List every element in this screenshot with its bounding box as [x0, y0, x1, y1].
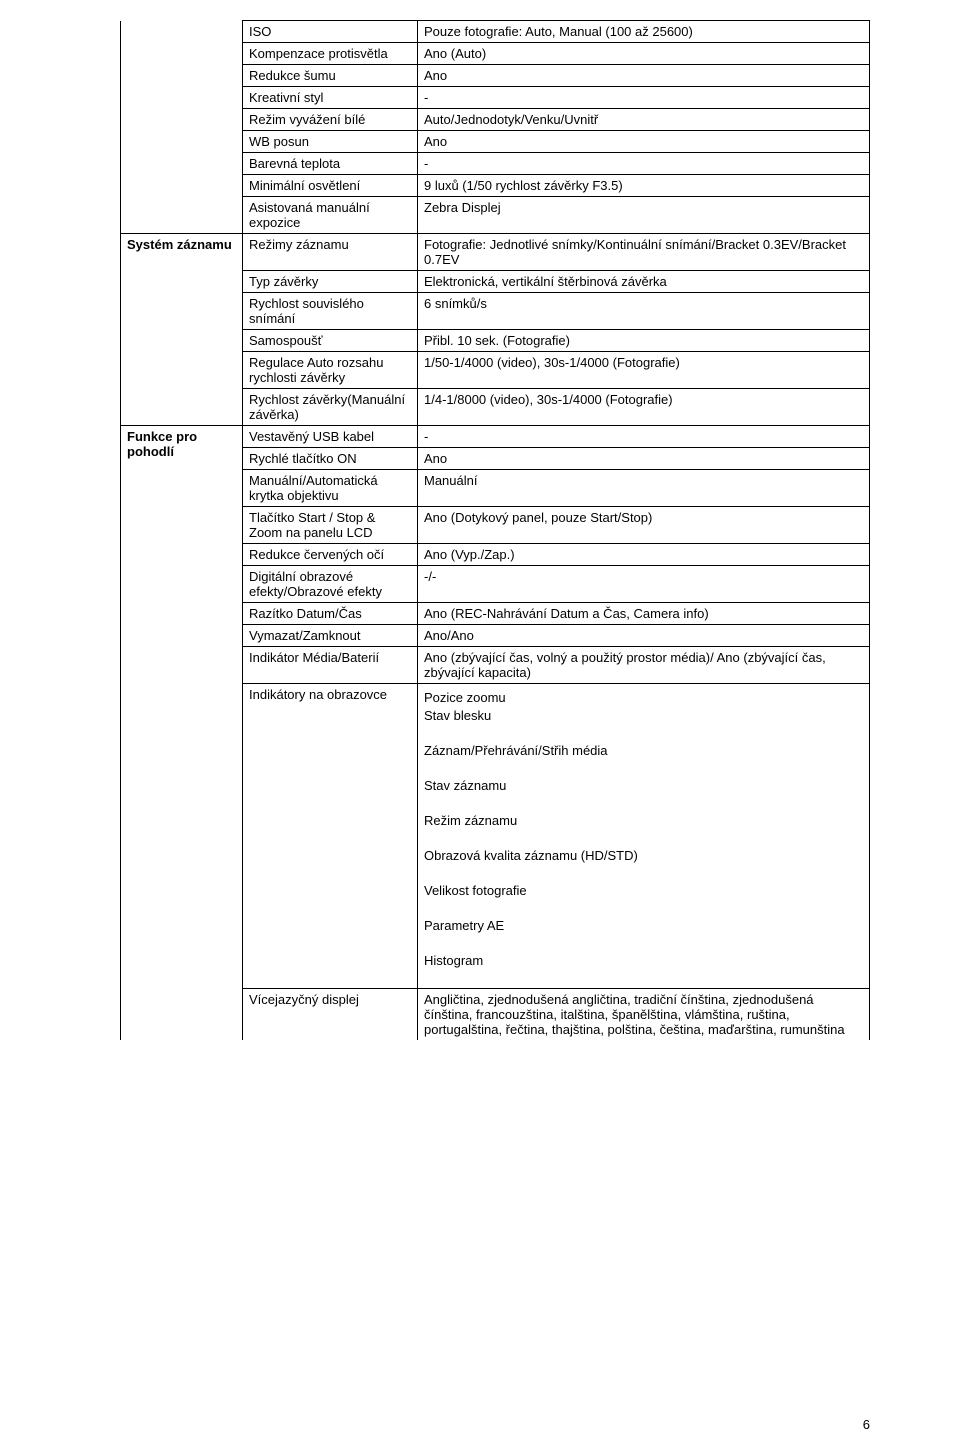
param-cell: Indikátor Média/Baterií	[243, 647, 418, 684]
param-cell: ISO	[243, 21, 418, 43]
value-cell: Ano (zbývající čas, volný a použitý pros…	[418, 647, 870, 684]
section-label-blank	[121, 21, 243, 234]
spacer	[424, 761, 863, 775]
value-cell: Ano	[418, 65, 870, 87]
indicator-value: Záznam/Přehrávání/Střih média	[424, 743, 863, 758]
param-cell: Vestavěný USB kabel	[243, 426, 418, 448]
param-cell: Barevná teplota	[243, 153, 418, 175]
indicator-value: Stav blesku	[424, 708, 863, 723]
page-number: 6	[863, 1417, 870, 1432]
spacer	[424, 971, 863, 985]
value-cell: -	[418, 87, 870, 109]
param-cell: Tlačítko Start / Stop & Zoom na panelu L…	[243, 507, 418, 544]
document-page: ISO Pouze fotografie: Auto, Manual (100 …	[0, 0, 960, 1450]
value-cell: Elektronická, vertikální štěrbinová závě…	[418, 271, 870, 293]
value-cell: 1/4-1/8000 (video), 30s-1/4000 (Fotograf…	[418, 389, 870, 426]
table-row: Systém záznamu Režimy záznamu Fotografie…	[121, 234, 870, 271]
value-cell: -	[418, 426, 870, 448]
indicator-value: Histogram	[424, 953, 863, 968]
indicator-value: Obrazová kvalita záznamu (HD/STD)	[424, 848, 863, 863]
param-cell: Rychlost souvislého snímání	[243, 293, 418, 330]
value-cell: Ano (Dotykový panel, pouze Start/Stop)	[418, 507, 870, 544]
param-cell: Manuální/Automatická krytka objektivu	[243, 470, 418, 507]
table-row: ISO Pouze fotografie: Auto, Manual (100 …	[121, 21, 870, 43]
value-cell: 1/50-1/4000 (video), 30s-1/4000 (Fotogra…	[418, 352, 870, 389]
param-cell: Režim vyvážení bílé	[243, 109, 418, 131]
indicator-value: Parametry AE	[424, 918, 863, 933]
indicator-value: Velikost fotografie	[424, 883, 863, 898]
value-cell: Pouze fotografie: Auto, Manual (100 až 2…	[418, 21, 870, 43]
value-cell: Auto/Jednodotyk/Venku/Uvnitř	[418, 109, 870, 131]
section-label: Funkce pro pohodlí	[121, 426, 243, 1041]
spacer	[424, 901, 863, 915]
value-cell: Ano	[418, 131, 870, 153]
table-row: Funkce pro pohodlí Vestavěný USB kabel -	[121, 426, 870, 448]
param-cell: WB posun	[243, 131, 418, 153]
spec-table: ISO Pouze fotografie: Auto, Manual (100 …	[120, 20, 870, 1040]
param-cell: Redukce červených očí	[243, 544, 418, 566]
value-cell-indicators: Pozice zoomu Stav blesku Záznam/Přehrává…	[418, 684, 870, 989]
value-cell: Angličtina, zjednodušená angličtina, tra…	[418, 989, 870, 1041]
param-cell: Regulace Auto rozsahu rychlosti závěrky	[243, 352, 418, 389]
spacer	[424, 936, 863, 950]
value-cell: 6 snímků/s	[418, 293, 870, 330]
param-cell: Rychlé tlačítko ON	[243, 448, 418, 470]
value-cell: Ano (Vyp./Zap.)	[418, 544, 870, 566]
param-cell: Samospoušť	[243, 330, 418, 352]
indicator-value: Režim záznamu	[424, 813, 863, 828]
indicator-value: Stav záznamu	[424, 778, 863, 793]
value-cell: Fotografie: Jednotlivé snímky/Kontinuáln…	[418, 234, 870, 271]
value-cell: Ano (REC-Nahrávání Datum a Čas, Camera i…	[418, 603, 870, 625]
value-cell: 9 luxů (1/50 rychlost závěrky F3.5)	[418, 175, 870, 197]
spacer	[424, 796, 863, 810]
param-cell: Digitální obrazové efekty/Obrazové efekt…	[243, 566, 418, 603]
param-cell: Razítko Datum/Čas	[243, 603, 418, 625]
indicator-value: Pozice zoomu	[424, 690, 863, 705]
param-cell: Kreativní styl	[243, 87, 418, 109]
value-cell: Ano (Auto)	[418, 43, 870, 65]
param-cell: Vícejazyčný displej	[243, 989, 418, 1041]
value-cell: Ano/Ano	[418, 625, 870, 647]
param-cell: Kompenzace protisvětla	[243, 43, 418, 65]
param-cell: Rychlost závěrky(Manuální závěrka)	[243, 389, 418, 426]
value-cell: Zebra Displej	[418, 197, 870, 234]
spacer	[424, 831, 863, 845]
param-cell: Minimální osvětlení	[243, 175, 418, 197]
param-cell: Typ závěrky	[243, 271, 418, 293]
param-cell: Indikátory na obrazovce	[243, 684, 418, 989]
value-cell: -	[418, 153, 870, 175]
value-cell: -/-	[418, 566, 870, 603]
value-cell: Manuální	[418, 470, 870, 507]
param-cell: Redukce šumu	[243, 65, 418, 87]
section-label: Systém záznamu	[121, 234, 243, 426]
value-cell: Přibl. 10 sek. (Fotografie)	[418, 330, 870, 352]
param-cell: Režimy záznamu	[243, 234, 418, 271]
param-cell: Vymazat/Zamknout	[243, 625, 418, 647]
spacer	[424, 866, 863, 880]
spacer	[424, 726, 863, 740]
value-cell: Ano	[418, 448, 870, 470]
param-cell: Asistovaná manuální expozice	[243, 197, 418, 234]
